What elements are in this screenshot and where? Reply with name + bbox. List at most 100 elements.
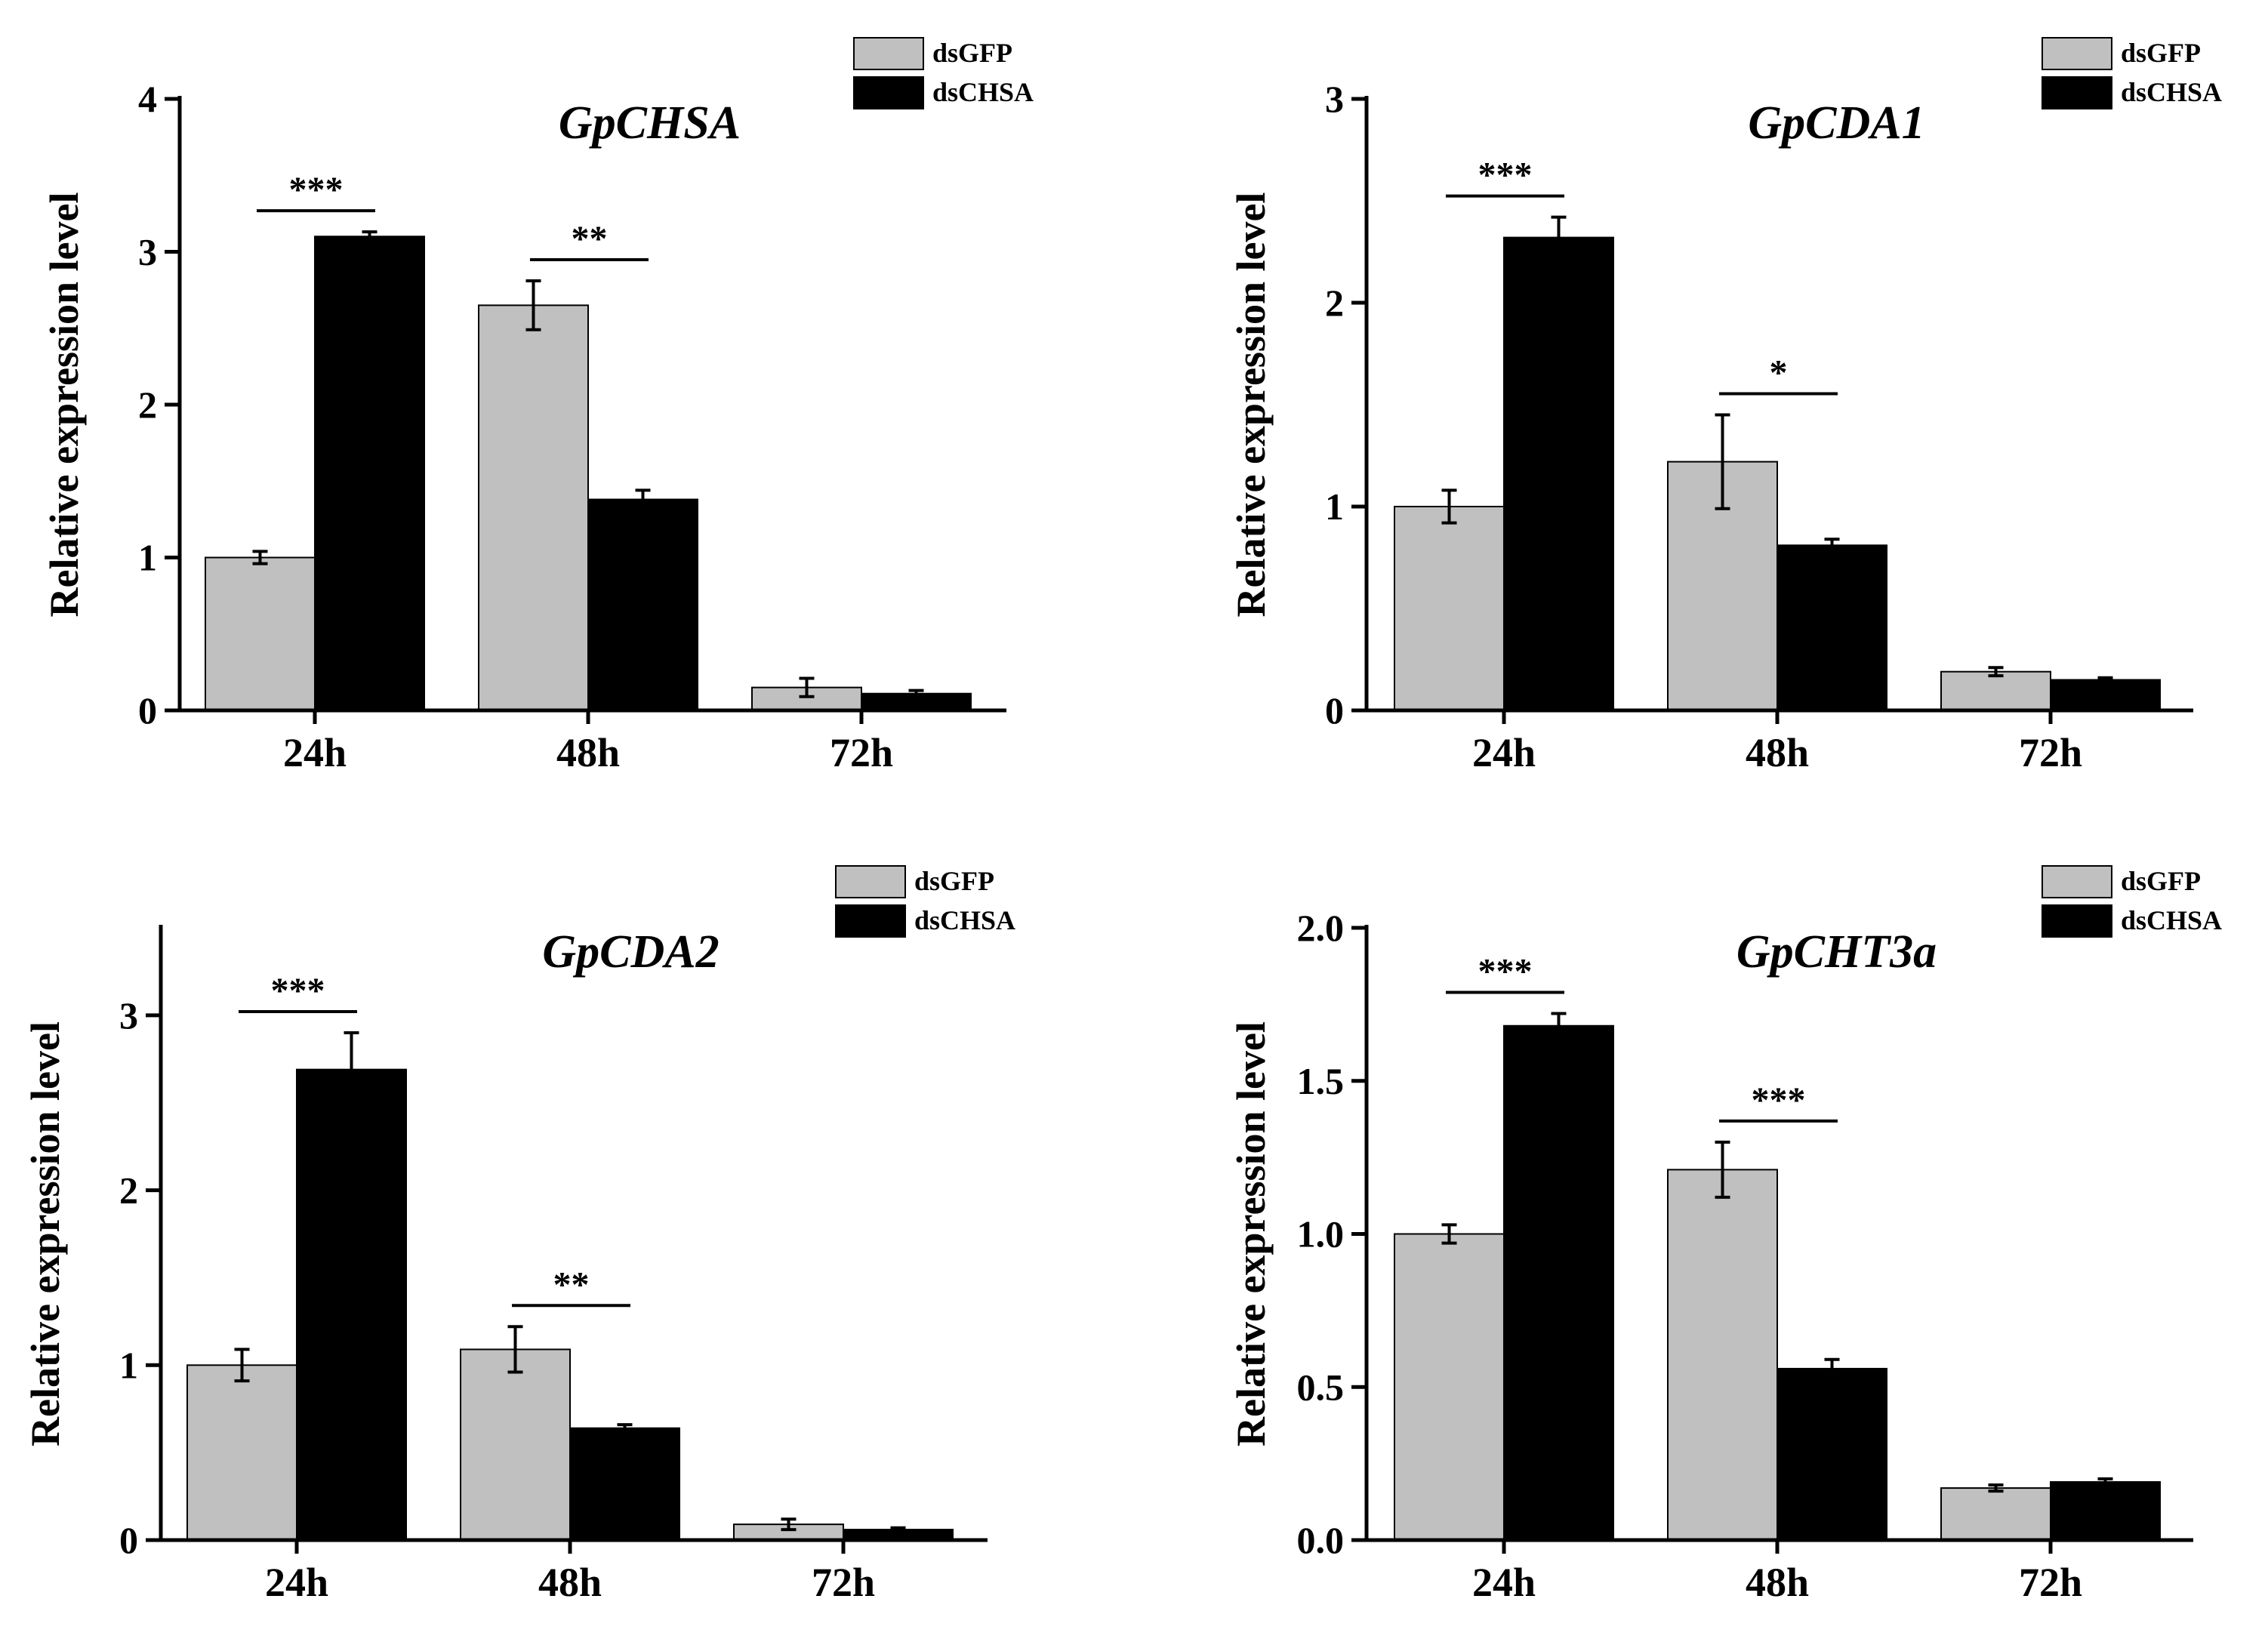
- error-bar-dsgfp-24h: [234, 1348, 250, 1383]
- error-bar-dsgfp-72h: [1988, 1483, 2004, 1493]
- legend: dsGFP dsCHSA: [853, 37, 1034, 109]
- bar-dschsa-24h: [296, 1068, 407, 1541]
- bar-dsgfp-24h: [186, 1364, 297, 1542]
- error-bar-dsgfp-24h: [1441, 1223, 1457, 1245]
- legend-swatch-dsgfp: [2042, 37, 2112, 70]
- error-bar-dschsa-24h: [344, 1031, 359, 1108]
- legend-label-dsgfp: dsGFP: [914, 866, 994, 896]
- x-tick-label: 24h: [265, 1560, 328, 1605]
- error-bar-dschsa-24h: [1551, 215, 1567, 260]
- y-tick-label: 0: [1325, 689, 1344, 732]
- bar-dsgfp-24h: [1394, 506, 1505, 711]
- error-bar-dsgfp-48h: [1715, 413, 1730, 510]
- y-tick-label: 1: [119, 1344, 138, 1386]
- error-bar-dsgfp-48h: [525, 279, 541, 331]
- bar-dsgfp-72h: [1940, 670, 2051, 712]
- legend-label-dsgfp: dsGFP: [2121, 866, 2201, 896]
- legend-swatch-dsgfp: [2042, 865, 2112, 898]
- bar-dsgfp-48h: [478, 304, 589, 711]
- legend-label-dsgfp: dsGFP: [932, 38, 1012, 68]
- chart-title: GpCHSA: [559, 97, 741, 149]
- error-bar-dschsa-48h: [1824, 538, 1840, 553]
- legend-swatch-dschsa: [853, 76, 924, 109]
- bar-dschsa-48h: [1776, 544, 1887, 711]
- y-axis-label: Relative expression level: [1228, 1021, 1274, 1446]
- x-tick-label: 48h: [538, 1560, 602, 1605]
- x-tick-label: 72h: [2019, 1560, 2082, 1605]
- bar-dsgfp-24h: [1394, 1233, 1505, 1541]
- y-tick-label: 0: [119, 1519, 138, 1561]
- error-bar-dschsa-48h: [1824, 1357, 1840, 1380]
- y-tick-label: 1: [1325, 485, 1344, 528]
- significance-stars: *: [1770, 353, 1788, 393]
- bar-dschsa-48h: [1776, 1367, 1887, 1542]
- y-axis-label: Relative expression level: [42, 193, 87, 618]
- error-bar-dsgfp-72h: [781, 1517, 797, 1532]
- y-tick-label: 0: [138, 689, 157, 732]
- chart-panel-gpcda1: 0 1 2 3 24h 48h 72h GpCDA1 Relative expression l…: [1228, 37, 2222, 775]
- y-axis-label: Relative expression level: [1228, 193, 1274, 618]
- y-tick-label: 0.0: [1297, 1519, 1345, 1561]
- chart-panel-gpcda2: 0 1 2 3 24h 48h 72h GpCDA2 Relative expression l…: [23, 865, 1015, 1605]
- legend-swatch-dschsa: [835, 904, 906, 938]
- x-tick-label: 24h: [1472, 1560, 1536, 1605]
- bar-dschsa-24h: [1503, 1024, 1614, 1541]
- error-bar-dschsa-48h: [617, 1423, 633, 1434]
- x-tick-label: 24h: [1472, 730, 1536, 775]
- legend-swatch-dschsa: [2042, 76, 2112, 109]
- legend-label-dschsa: dsCHSA: [932, 77, 1034, 107]
- y-tick-label: 3: [119, 994, 138, 1037]
- chart-panel-gpcht3a: 0.0 0.5 1.0 1.5 2.0 24h 48h 72h GpCHT3a Relative …: [1228, 865, 2222, 1605]
- x-tick-label: 72h: [812, 1560, 875, 1605]
- error-bar-dschsa-24h: [362, 230, 377, 243]
- legend-swatch-dsgfp: [853, 37, 924, 70]
- bar-dsgfp-24h: [205, 556, 316, 711]
- error-bar-dsgfp-72h: [1988, 666, 2004, 678]
- x-tick-label: 24h: [283, 730, 347, 775]
- legend-swatch-dschsa: [2042, 904, 2112, 938]
- error-bar-dschsa-72h: [890, 1526, 906, 1533]
- y-axis-label: Relative expression level: [23, 1021, 68, 1446]
- y-tick-label: 3: [138, 231, 157, 273]
- significance-stars: ***: [1752, 1080, 1806, 1120]
- x-tick-label: 72h: [2019, 730, 2082, 775]
- bar-dsgfp-72h: [1940, 1487, 2051, 1541]
- significance-stars: ***: [271, 971, 325, 1011]
- y-tick-label: 0.5: [1297, 1366, 1345, 1408]
- bar-dschsa-48h: [587, 498, 698, 711]
- bar-dschsa-72h: [2050, 1480, 2161, 1541]
- legend: dsGFP dsCHSA: [2042, 865, 2222, 938]
- bar-dschsa-24h: [314, 236, 425, 711]
- legend-label-dschsa: dsCHSA: [2121, 905, 2222, 935]
- error-bar-dsgfp-48h: [507, 1325, 523, 1374]
- error-bar-dschsa-48h: [635, 488, 651, 510]
- significance-stars: **: [553, 1265, 590, 1305]
- legend-label-dschsa: dsCHSA: [914, 905, 1015, 935]
- legend: dsGFP dsCHSA: [2042, 37, 2222, 109]
- error-bar-dschsa-24h: [1551, 1012, 1567, 1040]
- y-tick-label: 2: [1325, 282, 1344, 324]
- error-bar-dschsa-72h: [2097, 676, 2113, 684]
- y-tick-label: 2.0: [1297, 907, 1345, 949]
- bar-dschsa-72h: [2050, 679, 2161, 711]
- bar-dsgfp-48h: [460, 1348, 571, 1541]
- error-bar-dsgfp-24h: [252, 550, 268, 565]
- legend-label-dsgfp: dsGFP: [2121, 38, 2201, 68]
- chart-title: GpCDA1: [1748, 97, 1924, 149]
- error-bar-dschsa-72h: [2097, 1477, 2113, 1487]
- error-bar-dsgfp-48h: [1715, 1140, 1730, 1199]
- significance-stars: **: [572, 219, 608, 259]
- y-tick-label: 1.5: [1297, 1060, 1345, 1102]
- significance-stars: ***: [1478, 156, 1533, 196]
- significance-stars: ***: [289, 170, 344, 210]
- x-tick-label: 48h: [1746, 1560, 1809, 1605]
- significance-stars: ***: [1478, 952, 1533, 992]
- legend-label-dschsa: dsCHSA: [2121, 77, 2222, 107]
- bar-dschsa-24h: [1503, 236, 1614, 712]
- error-bar-dsgfp-24h: [1441, 488, 1457, 525]
- error-bar-dsgfp-72h: [799, 676, 815, 698]
- x-tick-label: 48h: [1746, 730, 1809, 775]
- y-tick-label: 2: [138, 384, 157, 426]
- y-tick-label: 2: [119, 1169, 138, 1212]
